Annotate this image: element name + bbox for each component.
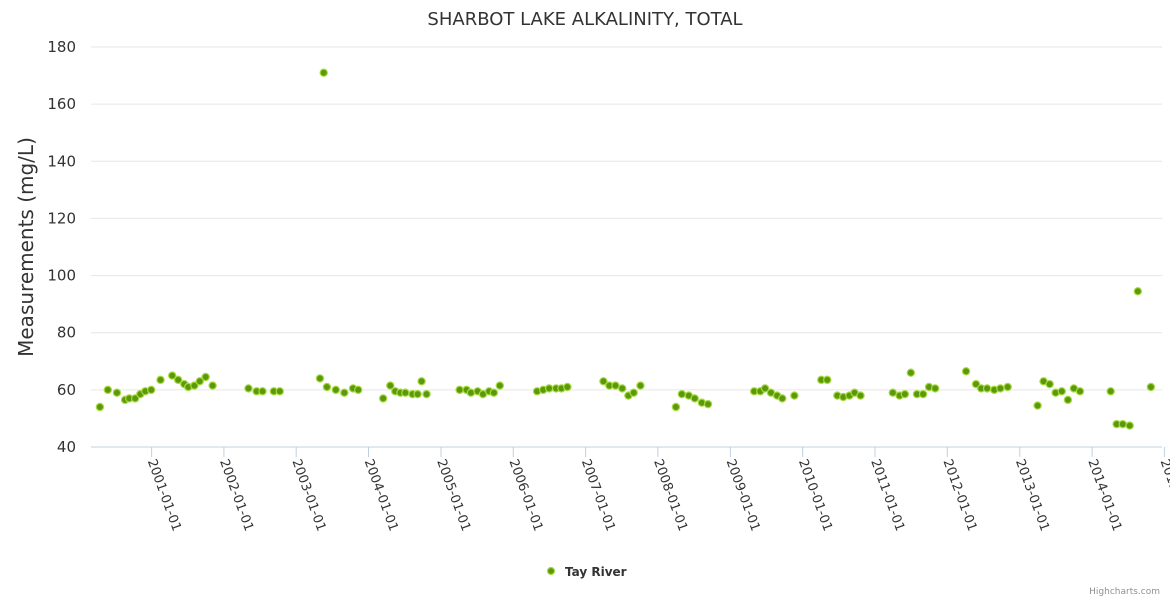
x-tick-label: 2003-01-01 <box>288 457 328 533</box>
data-point[interactable] <box>1106 387 1115 396</box>
data-point[interactable] <box>190 381 199 390</box>
data-point[interactable] <box>244 384 253 393</box>
data-point[interactable] <box>982 384 992 393</box>
x-tick-label: 2013-01-01 <box>1012 457 1052 533</box>
data-point[interactable] <box>168 371 177 380</box>
data-point[interactable] <box>996 384 1005 393</box>
credits-link[interactable]: Highcharts.com <box>1089 587 1160 597</box>
y-tick-label: 160 <box>47 95 76 113</box>
data-point[interactable] <box>422 389 431 399</box>
data-point[interactable] <box>1125 421 1134 430</box>
data-point[interactable] <box>906 368 916 377</box>
data-point[interactable] <box>173 375 183 385</box>
data-point[interactable] <box>618 384 627 393</box>
data-point[interactable] <box>636 381 645 390</box>
data-point[interactable] <box>322 382 332 392</box>
data-point[interactable] <box>195 377 204 386</box>
data-point[interactable] <box>677 389 687 399</box>
data-point[interactable] <box>147 385 156 395</box>
chart-title: SHARBOT LAKE ALKALINITY, TOTAL <box>427 9 742 30</box>
data-point[interactable] <box>354 385 363 395</box>
data-point[interactable] <box>931 384 940 393</box>
y-tick-label: 60 <box>57 381 76 399</box>
data-point[interactable] <box>918 389 928 399</box>
data-point[interactable] <box>1075 387 1085 396</box>
data-point[interactable] <box>690 394 699 403</box>
data-point[interactable] <box>1133 287 1143 296</box>
data-point[interactable] <box>823 375 832 385</box>
data-point[interactable] <box>1063 395 1073 405</box>
x-tick-label: 2010-01-01 <box>795 457 835 533</box>
data-point[interactable] <box>112 388 122 397</box>
y-axis-label: Measurements (mg/L) <box>14 137 38 357</box>
data-point[interactable] <box>611 381 620 390</box>
data-point[interactable] <box>961 367 971 376</box>
data-point[interactable] <box>103 385 113 395</box>
data-point[interactable] <box>156 375 165 385</box>
data-point[interactable] <box>413 389 422 399</box>
data-point[interactable] <box>1033 401 1042 410</box>
data-point[interactable] <box>417 377 426 386</box>
data-point[interactable] <box>315 374 325 383</box>
y-axis-ticks: 40 60 80 100 120 140 160 180 <box>47 38 76 456</box>
x-tick-label: 2015-01-01 <box>1157 457 1170 533</box>
data-point[interactable] <box>386 381 395 390</box>
data-point[interactable] <box>544 384 554 393</box>
x-tick-label: 2001-01-01 <box>144 457 184 533</box>
y-tick-label: 40 <box>57 438 76 456</box>
x-tick-label: 2014-01-01 <box>1084 457 1124 533</box>
data-point[interactable] <box>671 402 681 412</box>
y-tick-label: 100 <box>47 267 76 285</box>
data-point[interactable] <box>331 385 341 395</box>
data-point[interactable] <box>489 388 499 397</box>
data-point[interactable] <box>340 388 349 397</box>
x-tick-label: 2008-01-01 <box>650 457 690 533</box>
x-tick-label: 2002-01-01 <box>216 457 256 533</box>
x-tick-label: 2005-01-01 <box>433 457 473 533</box>
data-point[interactable] <box>201 372 210 382</box>
x-tick-label: 2012-01-01 <box>940 457 980 533</box>
data-point[interactable] <box>455 385 464 395</box>
x-tick-label: 2006-01-01 <box>506 457 546 533</box>
data-point[interactable] <box>900 389 910 399</box>
data-point[interactable] <box>495 381 505 390</box>
data-point[interactable] <box>378 394 388 403</box>
y-tick-label: 120 <box>47 209 76 227</box>
legend-marker <box>546 566 556 576</box>
data-point[interactable] <box>563 382 572 392</box>
data-point[interactable] <box>208 381 217 390</box>
x-tick-label: 2007-01-01 <box>578 457 618 533</box>
data-point[interactable] <box>1057 387 1066 396</box>
y-tick-label: 180 <box>47 38 76 56</box>
x-tick-label: 2004-01-01 <box>361 457 401 533</box>
x-tick-label: 2011-01-01 <box>867 457 907 533</box>
x-tick-label: 2009-01-01 <box>723 457 763 533</box>
data-point[interactable] <box>1045 379 1054 389</box>
data-point[interactable] <box>466 388 476 397</box>
data-point[interactable] <box>629 388 638 397</box>
data-point[interactable] <box>790 391 799 400</box>
x-axis-ticks: 2001-01-01 2002-01-01 2003-01-01 2004-01-01… <box>144 447 1170 533</box>
data-point[interactable] <box>778 394 787 403</box>
data-point[interactable] <box>599 377 608 386</box>
data-point[interactable] <box>319 68 328 77</box>
data-point[interactable] <box>1146 382 1156 392</box>
y-tick-label: 80 <box>57 324 76 342</box>
data-point[interactable] <box>275 387 284 396</box>
data-point[interactable] <box>401 388 410 397</box>
series-points <box>95 68 1156 430</box>
data-point[interactable] <box>888 388 898 397</box>
legend-item-label: Tay River <box>565 565 627 579</box>
data-point[interactable] <box>1003 382 1012 392</box>
y-tick-label: 140 <box>47 152 76 170</box>
data-point[interactable] <box>1118 419 1127 429</box>
legend[interactable]: Tay River <box>546 565 627 579</box>
grid-lines <box>91 46 1162 391</box>
data-point[interactable] <box>703 399 713 409</box>
data-point[interactable] <box>760 384 770 393</box>
data-point[interactable] <box>258 387 267 396</box>
data-point[interactable] <box>95 402 105 412</box>
data-point[interactable] <box>856 391 865 400</box>
